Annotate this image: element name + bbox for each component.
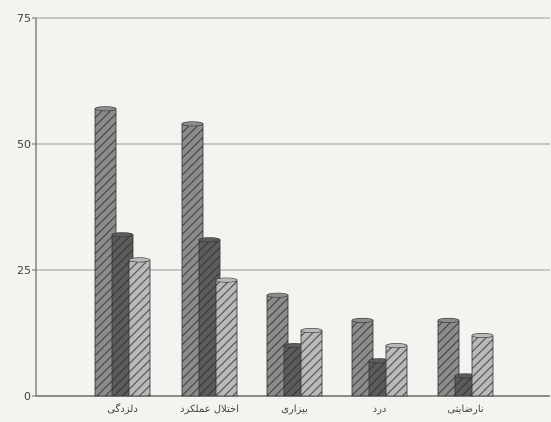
bar-group	[437, 317, 494, 397]
bar-hatch	[216, 280, 237, 396]
bar-cap	[471, 333, 494, 339]
bar-hatch	[267, 295, 288, 396]
bar-group	[94, 106, 151, 397]
bar-cap	[300, 327, 323, 333]
bar-hatch	[182, 123, 203, 396]
bar-hatch	[472, 335, 493, 396]
bar-cap	[111, 232, 134, 238]
tick-labels: 0 25 50 75 دلزدگی اختلال عملکرد بیزاری درد نارضا…	[17, 12, 484, 415]
bar-cap	[128, 257, 151, 263]
bar-hatch	[455, 375, 476, 396]
bar-hatch	[129, 259, 150, 396]
bar-hatch	[199, 239, 220, 396]
bar-cap	[215, 277, 238, 283]
bar-cap	[437, 317, 460, 323]
x-tick-label: اختلال عملکرد	[180, 404, 239, 415]
bar-cap	[198, 237, 221, 243]
bar-hatch	[386, 345, 407, 396]
bar-hatch	[352, 320, 373, 396]
x-tick-label: درد	[373, 404, 387, 415]
bar-cap	[181, 121, 204, 127]
x-tick-label: بیزاری	[281, 404, 308, 415]
y-tick-label: 0	[24, 390, 31, 403]
bar-cap	[266, 292, 289, 298]
y-tick-label: 25	[17, 264, 31, 277]
bar-hatch	[369, 360, 390, 396]
bar-hatch	[301, 330, 322, 396]
bar-hatch	[95, 108, 116, 396]
bar-cap	[94, 106, 117, 112]
bar-cap	[385, 343, 408, 349]
x-tick-label: نارضایتی	[447, 404, 483, 415]
bar-group	[266, 292, 323, 397]
bar-hatch	[112, 234, 133, 396]
y-tick-label: 50	[17, 138, 31, 151]
y-tick-label: 75	[17, 12, 31, 25]
bar-hatch	[284, 345, 305, 396]
bars	[94, 106, 494, 397]
bar-hatch	[438, 320, 459, 396]
x-tick-label: دلزدگی	[107, 403, 138, 415]
bar-group	[351, 317, 408, 397]
bar-cap	[351, 317, 374, 323]
bar-group	[181, 121, 238, 397]
